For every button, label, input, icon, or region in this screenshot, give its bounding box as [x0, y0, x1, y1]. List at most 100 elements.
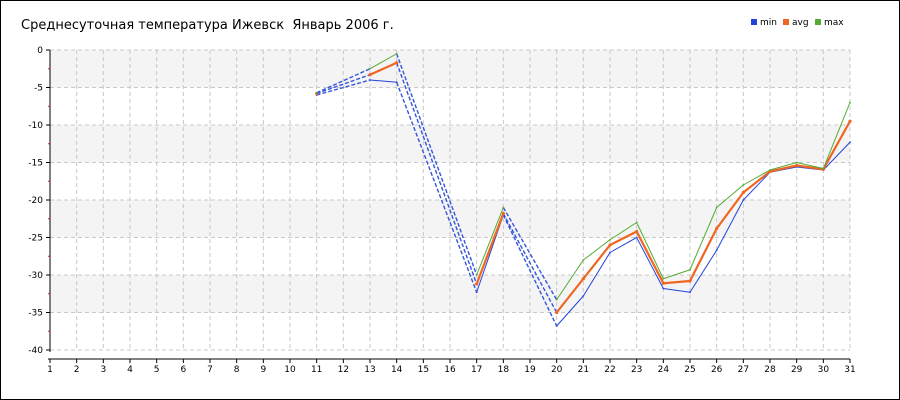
series-avg-segment: [715, 191, 745, 230]
series-min-segment: [556, 295, 584, 327]
series-max-point: [315, 91, 318, 94]
y-tick-label: -35: [28, 309, 43, 319]
y-tick-label: -20: [28, 196, 43, 206]
x-tick-label: 2: [74, 365, 80, 375]
x-tick-label: 16: [444, 365, 456, 375]
series-avg-point: [741, 190, 745, 195]
x-tick-label: 9: [260, 365, 266, 375]
x-tick-label: 28: [764, 365, 776, 375]
series-avg-segment: [396, 62, 478, 285]
series-max-segment: [556, 259, 584, 301]
series-max-point: [502, 206, 505, 209]
series-avg-point: [368, 73, 372, 77]
series-max-point: [822, 167, 825, 170]
x-tick-label: 5: [154, 365, 160, 375]
x-tick-label: 22: [604, 365, 615, 375]
y-tick-label: -5: [34, 84, 43, 94]
series-avg-point: [635, 229, 639, 234]
series-avg-segment: [822, 120, 851, 170]
legend-swatch-min: [751, 19, 757, 25]
y-tick-label: 0: [37, 46, 43, 56]
series-min-point: [715, 249, 718, 252]
y-tick-label: -30: [28, 271, 43, 281]
series-avg-segment: [689, 228, 718, 282]
x-tick-label: 17: [471, 365, 482, 375]
x-tick-label: 1: [47, 365, 53, 375]
series-max-point: [769, 169, 771, 171]
series-max-point: [369, 67, 371, 70]
series-min-point: [395, 81, 398, 84]
series-min-point: [369, 79, 371, 81]
series-avg-point: [795, 163, 799, 168]
series-min-point: [635, 236, 638, 239]
series-max-point: [635, 221, 638, 224]
series-max-segment: [583, 239, 611, 261]
x-tick-label: 11: [311, 365, 322, 375]
series-min-segment: [502, 214, 558, 327]
x-tick-label: 23: [631, 365, 642, 375]
series-max-segment: [689, 207, 718, 270]
x-tick-label: 19: [524, 365, 536, 375]
series-avg-segment: [582, 244, 611, 280]
series-min-segment: [742, 171, 771, 201]
series-avg-segment: [663, 279, 691, 285]
legend-swatch-avg: [783, 19, 789, 25]
series-max-segment: [769, 162, 797, 171]
series-max-point: [849, 101, 851, 104]
x-tick-label: 27: [738, 365, 749, 375]
series-avg-point: [608, 243, 612, 247]
x-tick-label: 4: [127, 365, 133, 375]
series-avg-segment: [555, 278, 585, 314]
series-avg-segment: [369, 61, 398, 76]
series-avg-point: [395, 61, 399, 65]
x-tick-label: 3: [100, 365, 106, 375]
series-max-segment: [396, 53, 478, 276]
y-tick-label: -25: [28, 234, 43, 244]
series-max-point: [689, 268, 691, 271]
series-avg-point: [581, 277, 585, 281]
series-avg-point: [555, 310, 559, 315]
x-tick-label: 12: [338, 365, 349, 375]
series-avg-segment: [635, 230, 665, 284]
series-min-segment: [609, 237, 637, 253]
series-min-point: [662, 287, 665, 290]
series-avg-point: [848, 119, 852, 123]
series-min-segment: [316, 79, 371, 96]
series-min-segment: [636, 237, 664, 289]
legend-label-avg: avg: [792, 18, 809, 28]
series-max-point: [662, 277, 665, 280]
x-tick-label: 25: [684, 365, 695, 375]
x-tick-label: 20: [551, 365, 563, 375]
x-tick-label: 31: [844, 365, 855, 375]
series-max-point: [475, 274, 478, 276]
series-min-segment: [663, 288, 691, 293]
series-max-segment: [822, 102, 851, 169]
series-min-point: [609, 251, 611, 254]
series-min-segment: [582, 252, 611, 297]
y-tick-label: -15: [28, 159, 43, 169]
series-max-segment: [663, 269, 691, 280]
x-tick-label: 15: [418, 365, 429, 375]
series-max-point: [395, 52, 398, 55]
series-max-segment: [316, 68, 371, 94]
grid-band: [50, 275, 850, 313]
series-avg-point: [715, 226, 719, 231]
series-max-segment: [743, 169, 771, 186]
series-max-segment: [369, 53, 397, 70]
series-max-segment: [476, 207, 504, 276]
series-max-point: [715, 206, 718, 209]
series-avg-point: [475, 282, 479, 286]
y-tick-label: -10: [28, 121, 43, 131]
series-avg-point: [688, 279, 692, 283]
series-avg-segment: [502, 213, 558, 313]
x-tick-label: 8: [234, 365, 240, 375]
series-min-segment: [396, 82, 478, 293]
series-min-segment: [689, 249, 718, 293]
x-tick-label: 29: [791, 365, 803, 375]
series-min-point: [689, 291, 691, 294]
series-max-segment: [609, 222, 637, 241]
legend-label-max: max: [824, 18, 844, 28]
x-tick-label: 26: [711, 365, 723, 375]
